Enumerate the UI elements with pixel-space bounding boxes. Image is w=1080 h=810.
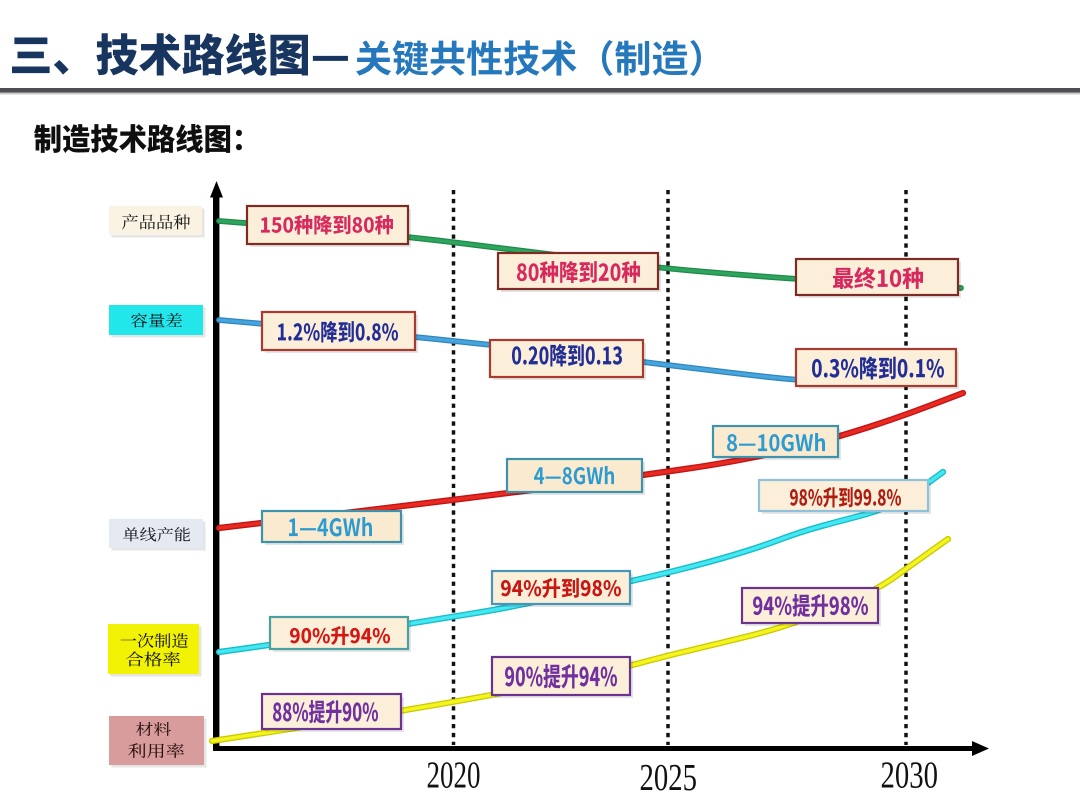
svg-text:2030: 2030 bbox=[881, 755, 939, 797]
svg-text:2020: 2020 bbox=[427, 755, 481, 797]
svg-text:2025: 2025 bbox=[640, 757, 698, 799]
